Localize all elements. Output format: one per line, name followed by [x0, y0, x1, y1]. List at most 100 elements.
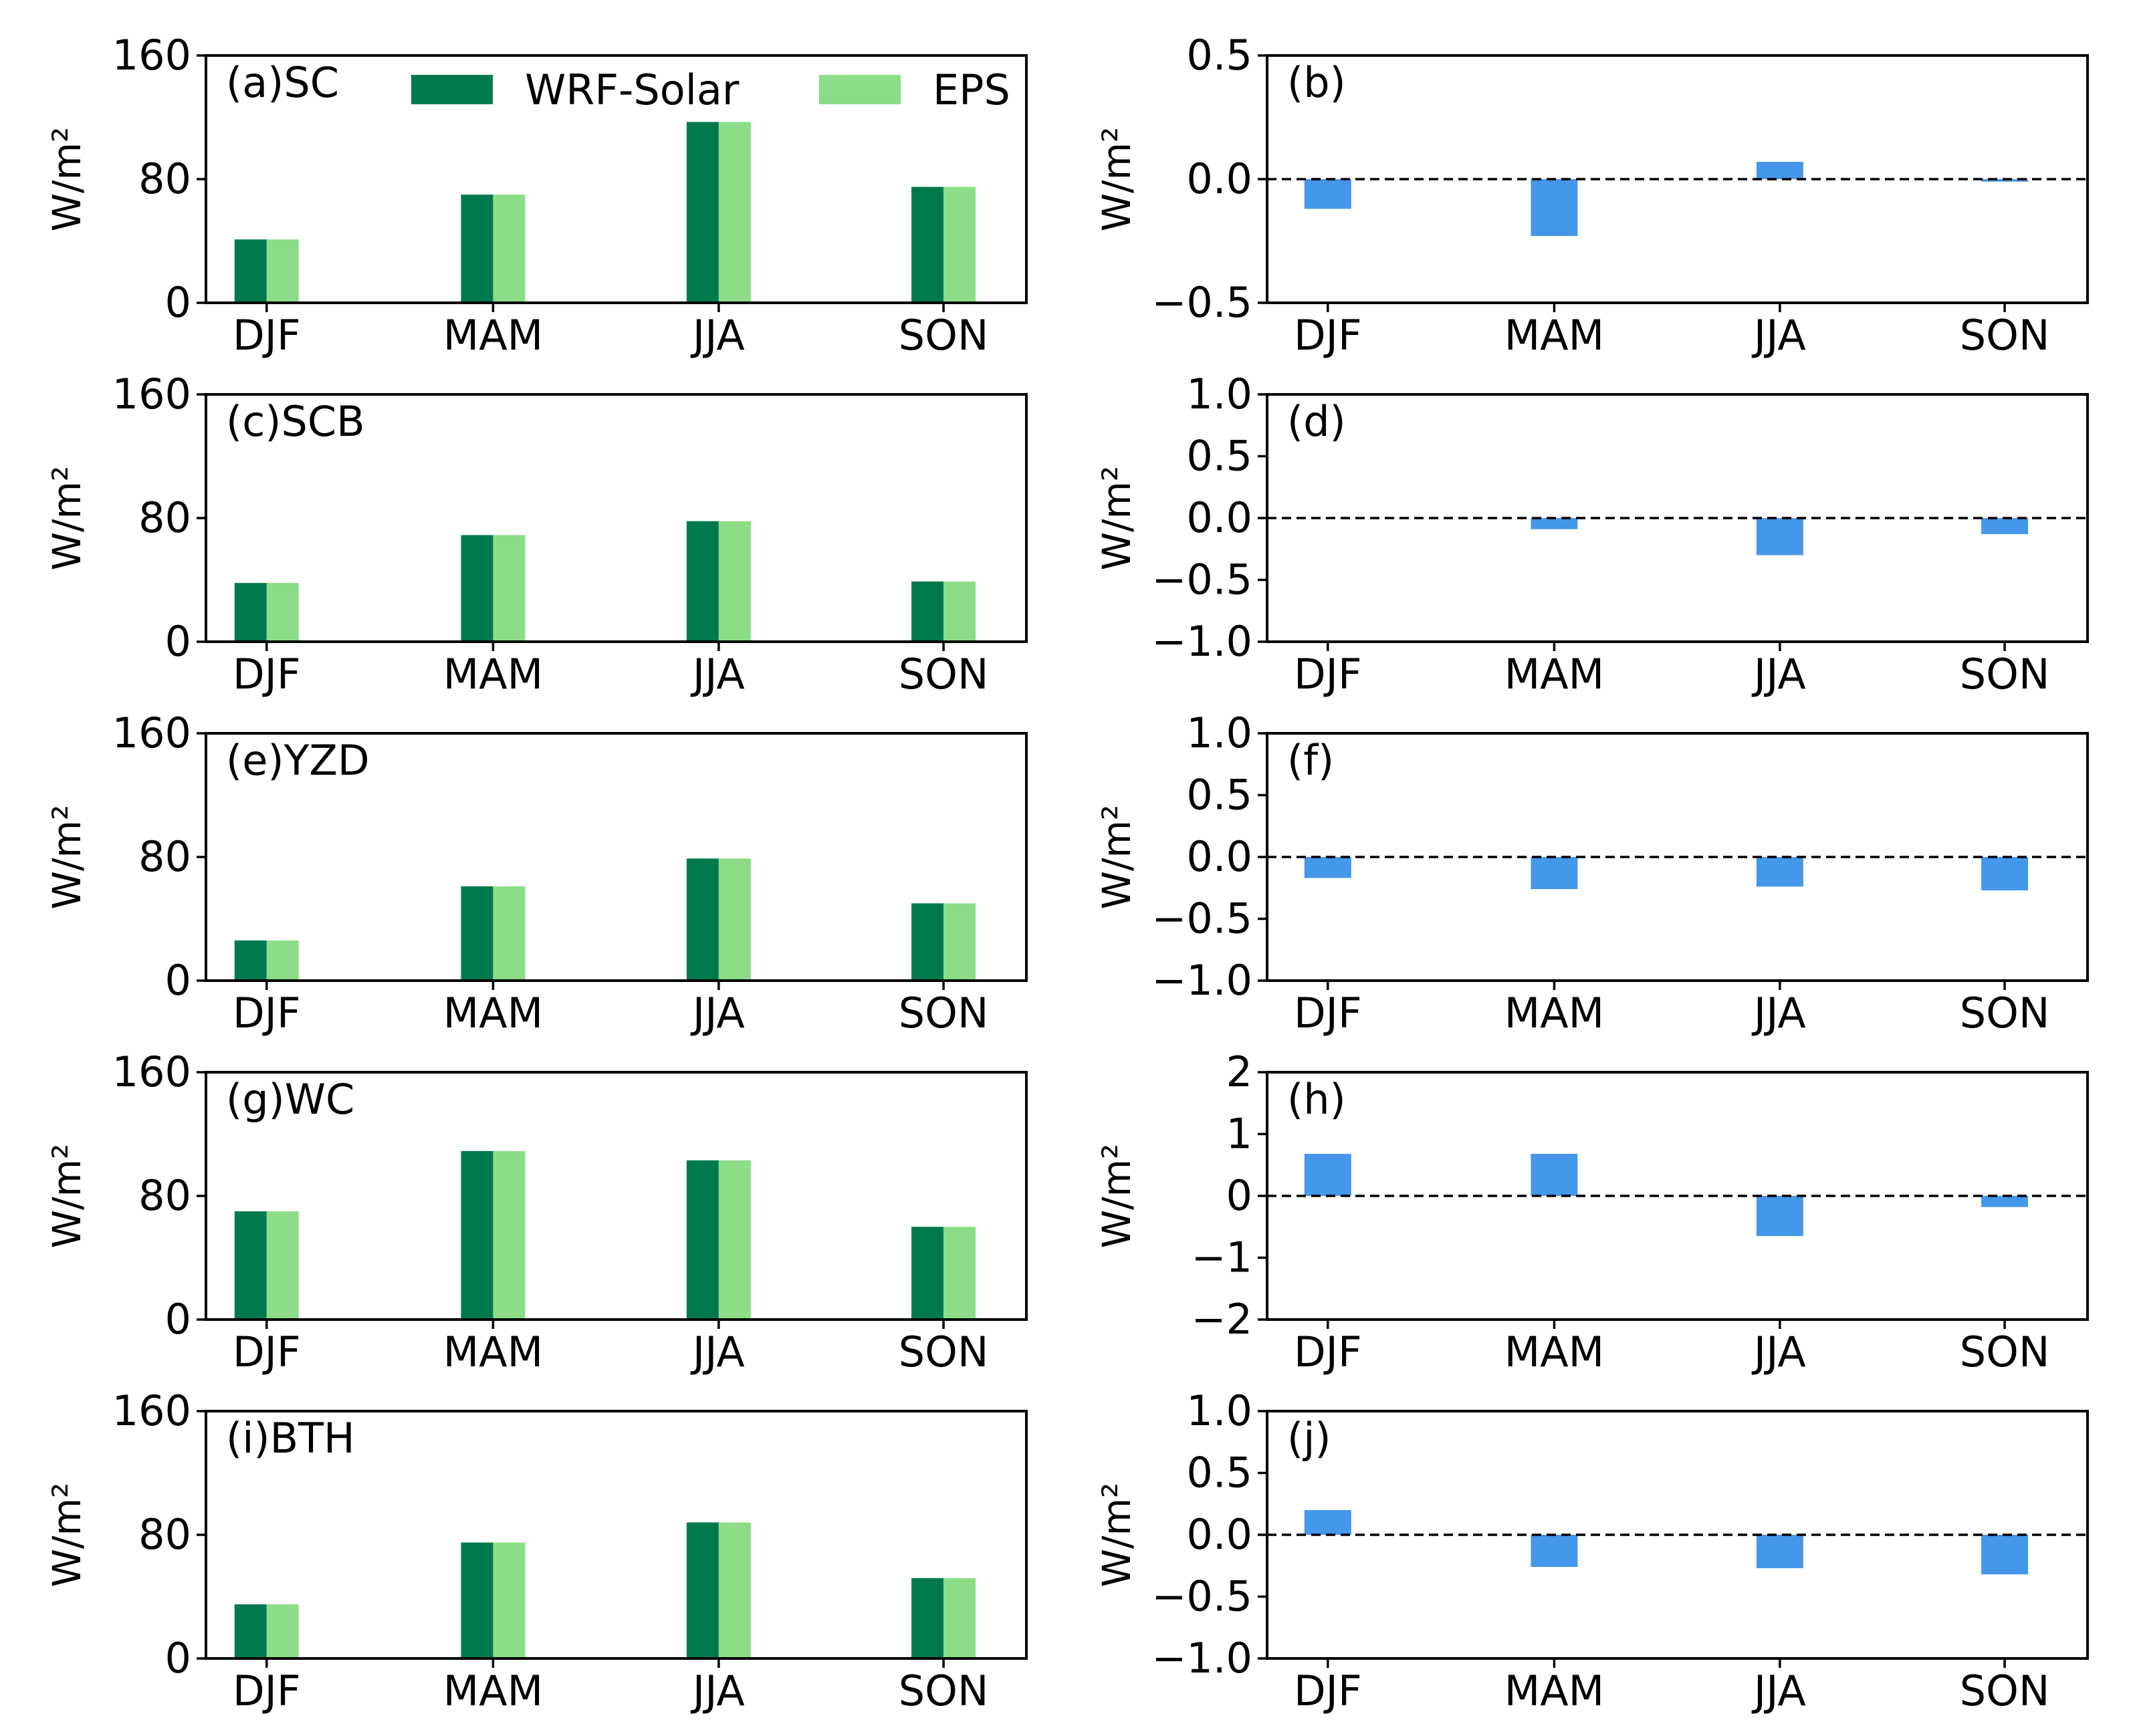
- bar-difference-mam: [1531, 1154, 1578, 1196]
- y-tick-label: 160: [112, 31, 191, 80]
- bar-difference-mam: [1531, 179, 1578, 237]
- bar-eps-son: [943, 187, 976, 303]
- bar-eps-djf: [266, 239, 299, 303]
- bar-eps-mam: [493, 1150, 526, 1320]
- panel-label: (e)YZD: [226, 736, 370, 785]
- y-axis-label: W/m²: [44, 805, 90, 910]
- bar-eps-mam: [493, 886, 526, 981]
- bar-wrf-solar-djf: [234, 1604, 267, 1658]
- bar-eps-djf: [266, 1604, 299, 1658]
- y-tick-label: 1.0: [1186, 1386, 1252, 1435]
- bar-difference-mam: [1531, 1535, 1578, 1568]
- panel-d: −1.0 −0.5 0.0 0.5 1.0 DJF MAM JJA SON W/m² (d): [1094, 370, 2089, 699]
- y-tick-label: 160: [112, 1047, 191, 1096]
- y-tick-label: −0.5: [1151, 555, 1252, 604]
- y-axis-label: W/m²: [44, 1483, 90, 1588]
- panel-a: 0 80 160 DJF MAM JJA SON W/m² (a)SC: [44, 31, 1028, 360]
- panel-label: (d): [1287, 397, 1346, 446]
- x-tick-label-son: SON: [899, 1328, 989, 1376]
- y-tick-label: 1.0: [1186, 709, 1252, 757]
- bar-difference-djf: [1304, 1154, 1351, 1196]
- panel-label: (a)SC: [226, 58, 339, 107]
- bar-wrf-solar-son: [911, 1578, 944, 1658]
- x-tick-label-jja: JJA: [1751, 1328, 1806, 1376]
- x-tick-label-jja: JJA: [690, 1328, 745, 1376]
- y-tick-label: 2: [1226, 1047, 1252, 1096]
- bar-wrf-solar-jja: [686, 521, 719, 642]
- bar-eps-son: [943, 1578, 976, 1658]
- y-tick-label: −1.0: [1151, 1634, 1252, 1683]
- bar-wrf-solar-jja: [686, 1522, 719, 1658]
- y-tick-label: 0: [165, 1295, 191, 1344]
- panel-j: −1.0 −0.5 0.0 0.5 1.0 DJF MAM JJA SON W/m² (j): [1094, 1386, 2089, 1715]
- x-tick-label-djf: DJF: [233, 1666, 301, 1715]
- x-tick-label-djf: DJF: [1294, 650, 1362, 699]
- bar-difference-jja: [1756, 1535, 1803, 1568]
- bar-wrf-solar-mam: [461, 886, 493, 981]
- y-axis-label: W/m²: [1094, 1483, 1139, 1588]
- y-axis-label: W/m²: [1094, 805, 1139, 910]
- x-tick-label-jja: JJA: [1751, 989, 1806, 1037]
- bar-difference-djf: [1304, 857, 1351, 878]
- bar-eps-mam: [493, 195, 526, 303]
- y-tick-label: 0.0: [1186, 832, 1252, 881]
- y-tick-label: −1: [1192, 1233, 1252, 1282]
- legend-label-eps: EPS: [933, 66, 1010, 114]
- x-tick-label-son: SON: [1960, 1328, 2050, 1376]
- y-tick-label: 160: [112, 709, 191, 757]
- x-tick-label-djf: DJF: [233, 989, 301, 1037]
- x-tick-label-son: SON: [1960, 989, 2050, 1037]
- panel-f: −1.0 −0.5 0.0 0.5 1.0 DJF MAM JJA SON W/m² (f): [1094, 709, 2089, 1037]
- x-tick-label-mam: MAM: [1504, 989, 1604, 1037]
- bar-wrf-solar-jja: [686, 858, 719, 981]
- y-tick-label: −0.5: [1151, 1572, 1252, 1621]
- panel-e: 0 80 160 DJF MAM JJA SON W/m² (e)YZD: [44, 709, 1028, 1037]
- y-tick-label: −1.0: [1151, 617, 1252, 666]
- bar-difference-son: [1981, 1196, 2029, 1207]
- y-tick-label: 0: [165, 278, 191, 327]
- y-axis-label: W/m²: [44, 1144, 90, 1249]
- bar-eps-jja: [718, 521, 751, 642]
- y-tick-label: 0.0: [1186, 1510, 1252, 1559]
- x-tick-label-mam: MAM: [443, 1666, 543, 1715]
- x-tick-label-djf: DJF: [1294, 1666, 1362, 1715]
- bar-eps-djf: [266, 940, 299, 981]
- panel-label: (g)WC: [226, 1075, 354, 1124]
- y-tick-label: 1.0: [1186, 370, 1252, 418]
- bar-wrf-solar-mam: [461, 1150, 493, 1320]
- x-tick-label-jja: JJA: [1751, 311, 1806, 360]
- legend-swatch-eps: [819, 75, 901, 104]
- y-tick-label: 0: [165, 956, 191, 1005]
- bar-eps-jja: [718, 1522, 751, 1658]
- x-tick-label-jja: JJA: [690, 1666, 745, 1715]
- bar-difference-son: [1981, 179, 2029, 182]
- y-tick-label: 0.5: [1186, 432, 1252, 481]
- y-tick-label: 0.5: [1186, 31, 1252, 80]
- x-tick-label-son: SON: [1960, 1666, 2050, 1715]
- y-tick-label: 80: [138, 1171, 191, 1220]
- x-tick-label-mam: MAM: [443, 311, 543, 360]
- bar-eps-mam: [493, 1542, 526, 1658]
- x-tick-label-mam: MAM: [443, 989, 543, 1037]
- panel-label: (h): [1287, 1075, 1346, 1124]
- panel-g: 0 80 160 DJF MAM JJA SON W/m² (g)WC: [44, 1047, 1028, 1376]
- bar-difference-jja: [1756, 857, 1803, 887]
- bar-wrf-solar-mam: [461, 195, 493, 303]
- x-tick-label-son: SON: [1960, 311, 2050, 360]
- panel-label: (j): [1287, 1414, 1331, 1463]
- bar-wrf-solar-djf: [234, 583, 267, 642]
- bar-difference-son: [1981, 1535, 2029, 1575]
- bar-wrf-solar-son: [911, 903, 944, 981]
- panel-c: 0 80 160 DJF MAM JJA SON W/m² (c)SCB: [44, 370, 1028, 699]
- bar-eps-son: [943, 1227, 976, 1320]
- x-tick-label-son: SON: [899, 311, 989, 360]
- bar-wrf-solar-son: [911, 1227, 944, 1320]
- bar-eps-jja: [718, 122, 751, 303]
- bar-difference-son: [1981, 518, 2029, 535]
- y-tick-label: 0.5: [1186, 771, 1252, 820]
- x-tick-label-jja: JJA: [1751, 1666, 1806, 1715]
- bar-difference-djf: [1304, 179, 1351, 209]
- x-tick-label-mam: MAM: [443, 1328, 543, 1376]
- bar-difference-mam: [1531, 857, 1578, 890]
